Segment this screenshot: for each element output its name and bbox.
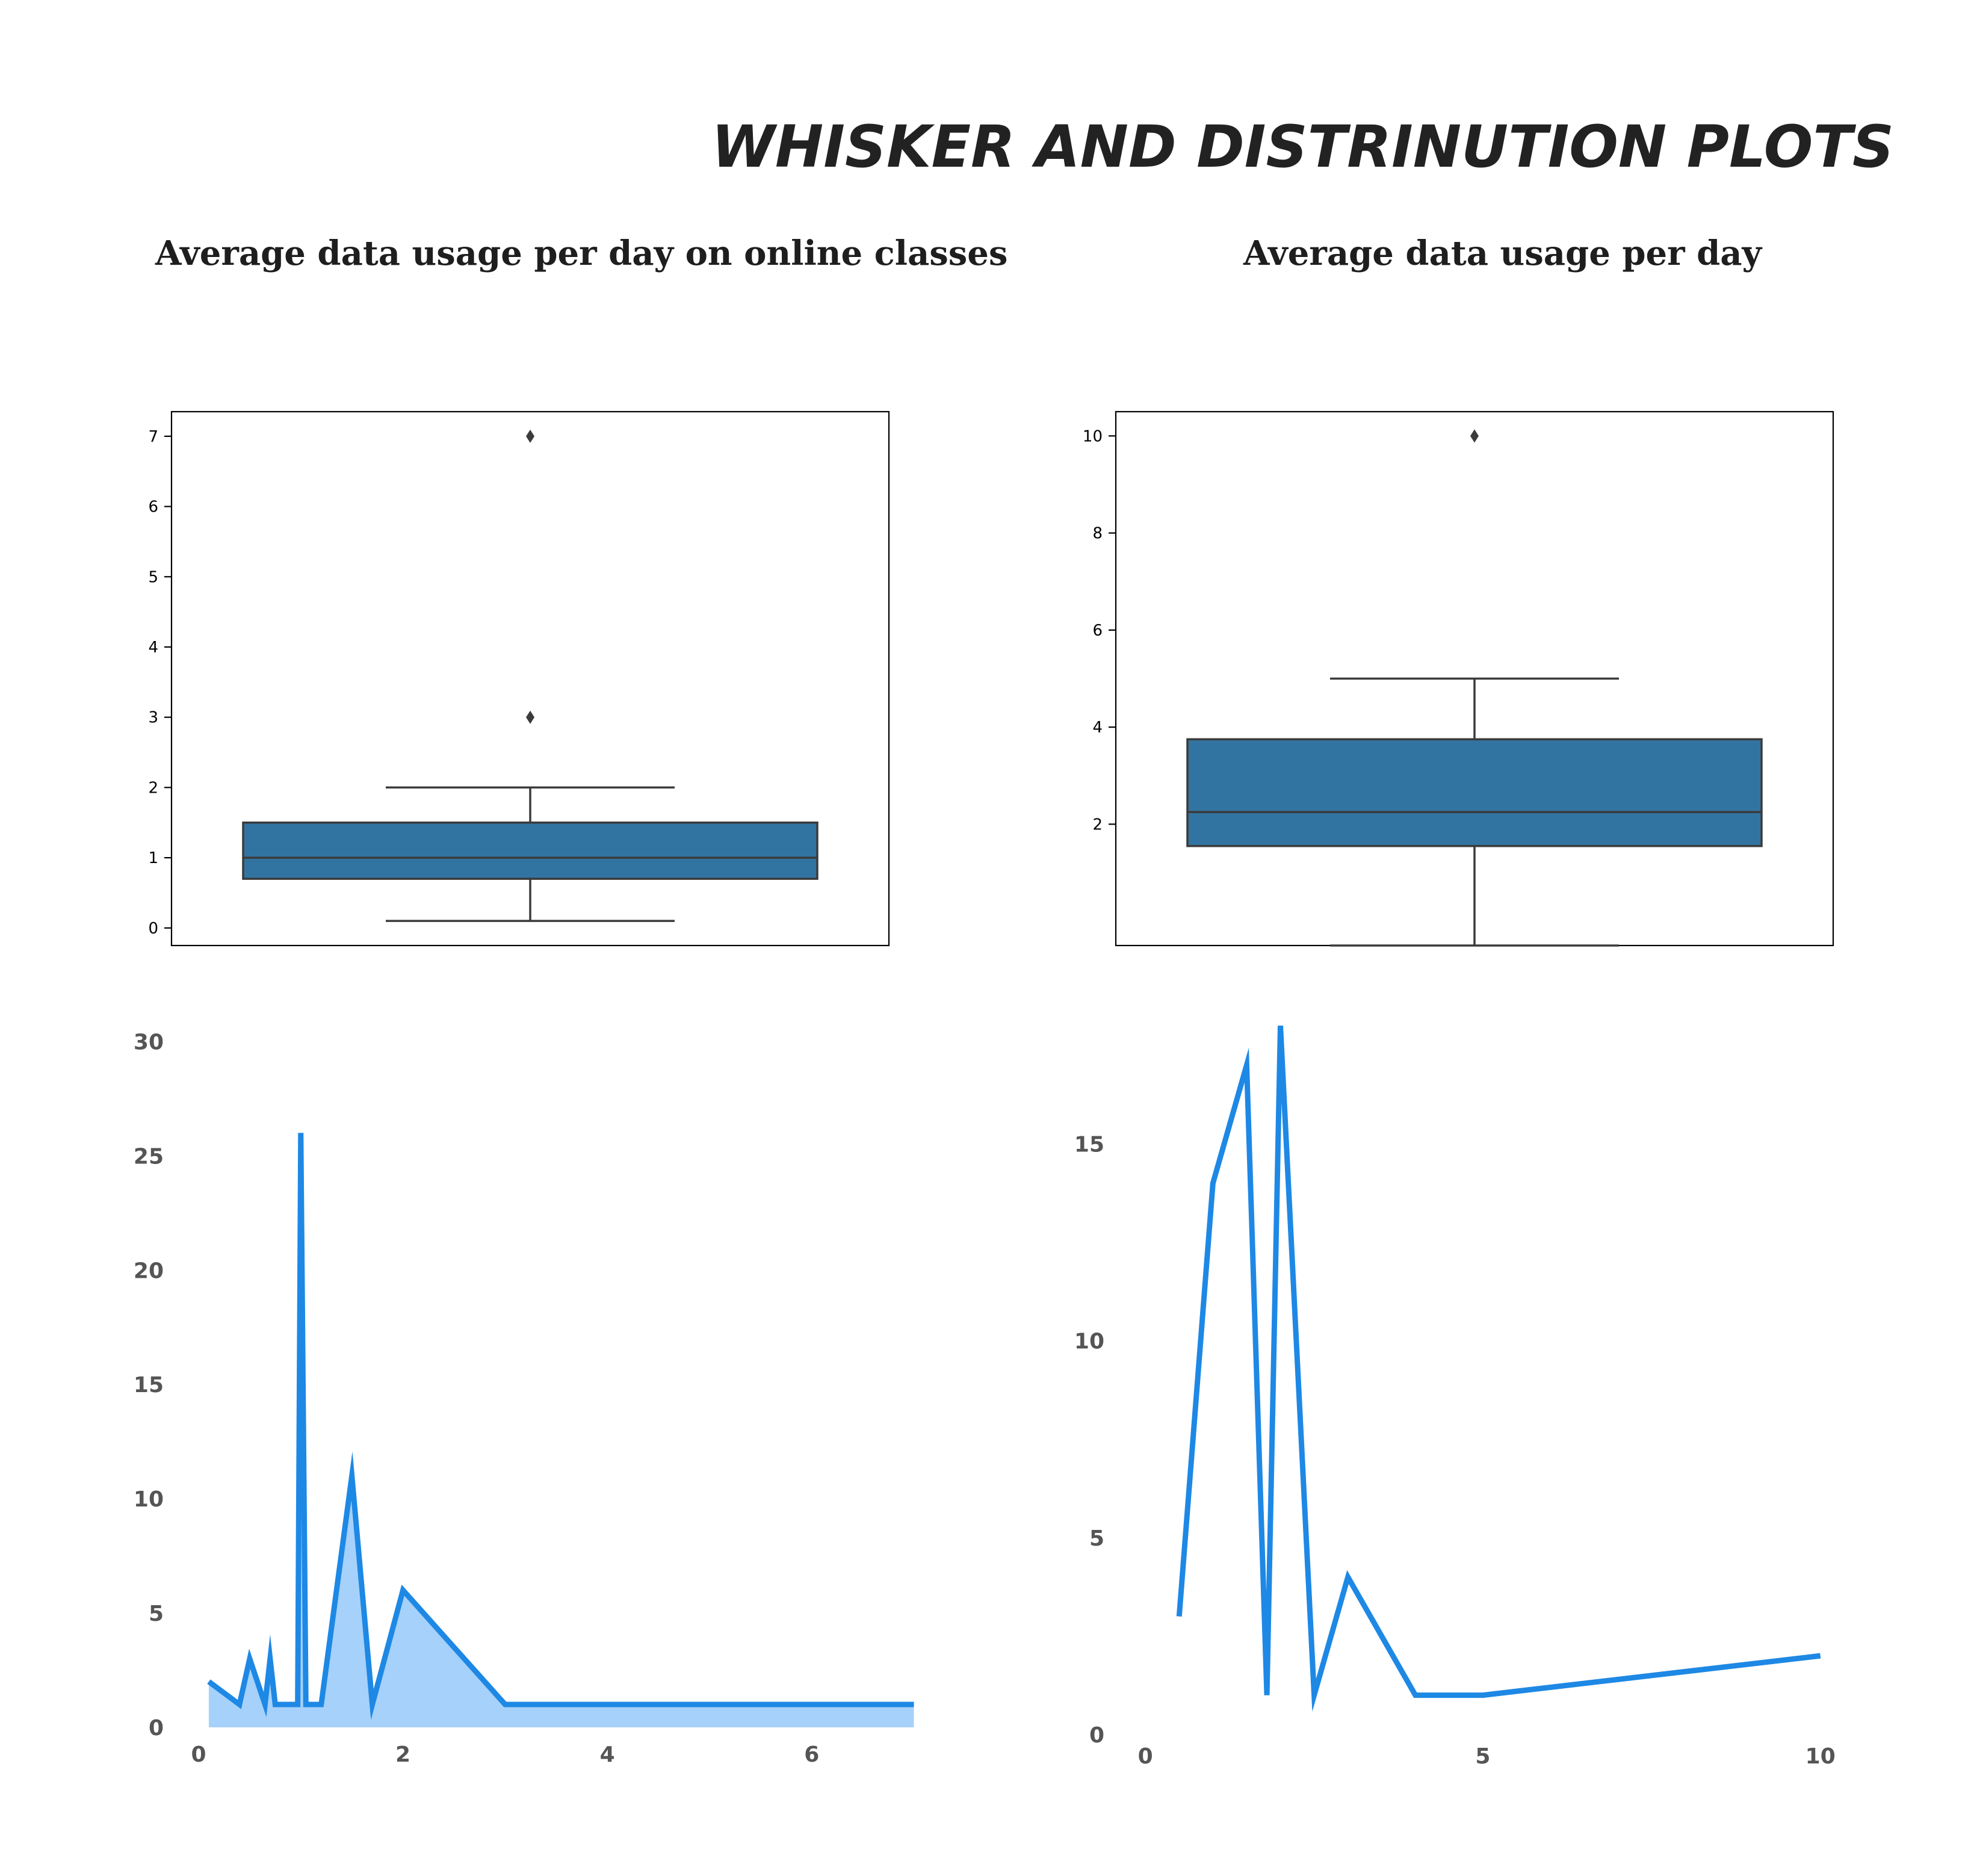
- outlier-point: [526, 710, 534, 724]
- y-tick-label: 5: [149, 1602, 164, 1626]
- x-tick-label: 0: [1138, 1744, 1153, 1769]
- plot-frame: [170, 410, 890, 947]
- y-tick-label: 25: [134, 1144, 164, 1169]
- iqr-box: [242, 822, 818, 880]
- right-column-title: Average data usage per day: [1243, 234, 1762, 273]
- series-line: [1176, 1026, 1821, 1712]
- y-tick-label: 0: [149, 1716, 164, 1741]
- y-tick-label: 15: [1074, 1133, 1104, 1157]
- y-tick-label: 2: [148, 779, 158, 797]
- outlier-point: [1470, 429, 1479, 443]
- x-tick-label: 2: [395, 1742, 410, 1767]
- main-title: WHISKER AND DISTRINUTION PLOTS: [711, 113, 1894, 181]
- x-tick-label: 5: [1475, 1744, 1490, 1769]
- y-tick-label: 10: [134, 1487, 164, 1512]
- y-tick-label: 6: [1092, 622, 1103, 640]
- x-tick-label: 4: [600, 1742, 615, 1767]
- y-tick-label: 10: [1083, 427, 1103, 445]
- y-tick-label: 1: [148, 849, 158, 867]
- y-tick-label: 3: [148, 709, 158, 727]
- y-tick-label: 10: [1074, 1330, 1104, 1354]
- x-tick-label: 0: [191, 1742, 206, 1767]
- y-tick-label: 6: [148, 498, 158, 516]
- y-tick-label: 5: [148, 568, 158, 586]
- x-tick-label: 10: [1805, 1744, 1836, 1769]
- left-column-title: Average data usage per day on online cla…: [155, 234, 1008, 273]
- y-tick-label: 4: [1092, 719, 1103, 737]
- y-tick-label: 15: [134, 1373, 164, 1398]
- y-tick-label: 0: [1089, 1723, 1104, 1748]
- y-tick-label: 8: [1092, 525, 1103, 543]
- outlier-point: [526, 429, 534, 443]
- y-tick-label: 0: [148, 920, 158, 938]
- y-tick-label: 7: [148, 428, 158, 446]
- y-tick-label: 30: [134, 1030, 164, 1054]
- y-tick-label: 20: [134, 1258, 164, 1283]
- iqr-box: [1186, 738, 1763, 847]
- series-line: [207, 1133, 914, 1720]
- y-tick-label: 5: [1089, 1526, 1104, 1551]
- y-tick-label: 4: [148, 639, 158, 657]
- x-tick-label: 6: [804, 1742, 819, 1767]
- y-tick-label: 2: [1092, 816, 1103, 834]
